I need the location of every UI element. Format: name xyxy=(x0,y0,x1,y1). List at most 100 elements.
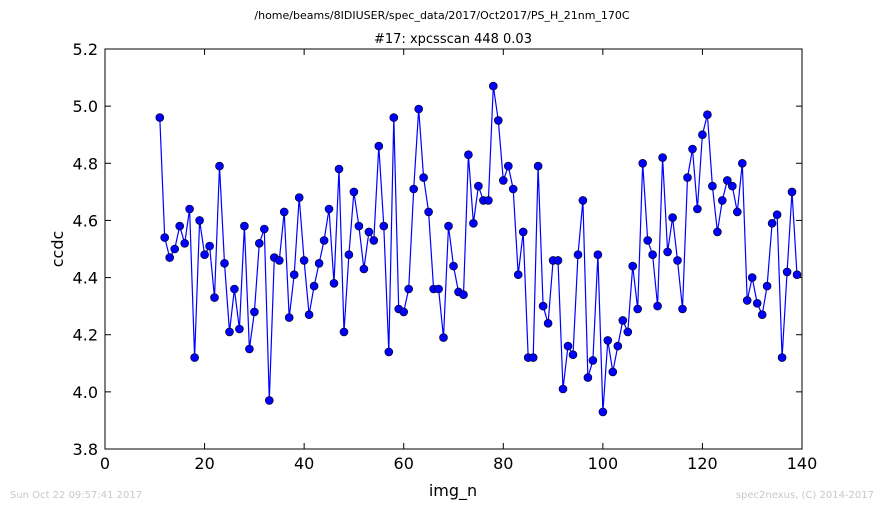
data-point xyxy=(737,159,747,168)
data-point xyxy=(230,284,239,294)
data-point xyxy=(250,307,259,317)
data-point xyxy=(658,153,667,162)
data-point xyxy=(722,176,732,185)
data-point xyxy=(787,187,797,197)
data-point xyxy=(324,204,334,214)
data-point xyxy=(459,290,468,300)
data-point xyxy=(563,341,573,351)
data-point xyxy=(488,81,498,91)
data-point xyxy=(389,113,399,122)
data-point xyxy=(304,310,314,320)
data-point xyxy=(424,207,433,217)
data-point xyxy=(175,221,184,231)
data-point xyxy=(319,236,329,245)
data-point xyxy=(374,141,384,151)
y-tick-label: 4.6 xyxy=(73,211,98,230)
data-point xyxy=(414,104,424,114)
data-point xyxy=(648,250,657,259)
data-point xyxy=(727,181,737,191)
data-point xyxy=(628,261,638,271)
x-tick-label: 140 xyxy=(787,454,818,473)
data-point xyxy=(573,250,583,259)
data-point xyxy=(185,204,194,214)
chart-suptitle: /home/beams/8IDIUSER/spec_data/2017/Oct2… xyxy=(254,9,630,22)
data-point xyxy=(717,196,727,205)
data-point xyxy=(240,221,249,231)
data-point xyxy=(673,256,682,265)
data-point xyxy=(498,176,508,185)
data-point xyxy=(180,239,189,248)
data-point xyxy=(663,247,672,257)
data-point xyxy=(698,130,707,139)
data-point xyxy=(409,184,419,194)
data-point xyxy=(225,327,234,337)
data-point xyxy=(235,324,244,334)
data-point xyxy=(633,304,643,314)
data-point xyxy=(503,161,513,171)
data-point xyxy=(603,336,613,345)
data-point xyxy=(404,284,414,294)
data-point xyxy=(708,181,717,191)
data-point xyxy=(434,284,443,294)
data-point xyxy=(384,347,394,357)
x-tick-label: 80 xyxy=(493,454,513,473)
data-point xyxy=(613,341,623,351)
data-point xyxy=(344,250,354,259)
data-point xyxy=(678,304,687,314)
data-point xyxy=(767,219,777,228)
data-point xyxy=(160,233,169,242)
data-point xyxy=(568,350,578,360)
x-axis-label: img_n xyxy=(429,481,477,501)
x-tick-label: 60 xyxy=(394,454,414,473)
data-point xyxy=(643,236,653,245)
data-point xyxy=(688,144,697,154)
series-points xyxy=(155,81,802,417)
data-point xyxy=(693,204,702,214)
x-tick-label: 120 xyxy=(687,454,718,473)
data-point xyxy=(444,221,453,231)
data-point xyxy=(638,159,648,168)
data-point xyxy=(668,213,677,222)
data-point xyxy=(190,353,199,362)
data-point xyxy=(220,258,229,268)
x-tick-label: 100 xyxy=(588,454,619,473)
data-point xyxy=(215,161,224,171)
data-point xyxy=(732,207,742,217)
data-point xyxy=(752,298,762,308)
data-point xyxy=(210,293,219,302)
data-point xyxy=(469,219,478,228)
x-axis: 0 20 40 60 80 100 120 140 xyxy=(100,49,817,473)
data-point xyxy=(543,318,553,328)
footer-timestamp: Sun Oct 22 09:57:41 2017 xyxy=(10,490,142,501)
data-point xyxy=(553,256,563,265)
data-point xyxy=(245,344,254,354)
data-point xyxy=(558,384,568,394)
data-point xyxy=(170,244,179,254)
x-tick-label: 40 xyxy=(294,454,314,473)
data-point xyxy=(339,327,349,337)
y-tick-label: 3.8 xyxy=(73,440,98,459)
data-point xyxy=(279,207,289,217)
data-point xyxy=(309,281,319,291)
data-point xyxy=(703,110,712,119)
data-point xyxy=(259,224,269,234)
data-point xyxy=(518,227,528,237)
y-axis-label: ccdc xyxy=(48,231,67,268)
data-point xyxy=(439,333,448,342)
y-tick-label: 4.8 xyxy=(73,154,98,173)
y-axis: 3.8 4.0 4.2 4.4 4.6 4.8 5.0 5.2 xyxy=(73,40,802,459)
data-point xyxy=(772,210,782,219)
data-point xyxy=(294,193,304,202)
data-point xyxy=(653,301,662,311)
data-point xyxy=(284,313,294,322)
data-point xyxy=(528,353,538,362)
data-point xyxy=(484,196,493,205)
data-point xyxy=(364,227,374,237)
data-point xyxy=(299,256,309,265)
y-tick-label: 5.0 xyxy=(73,97,98,116)
data-point xyxy=(274,256,284,265)
data-point xyxy=(493,116,503,125)
x-tick-label: 0 xyxy=(100,454,110,473)
data-point xyxy=(419,173,428,182)
